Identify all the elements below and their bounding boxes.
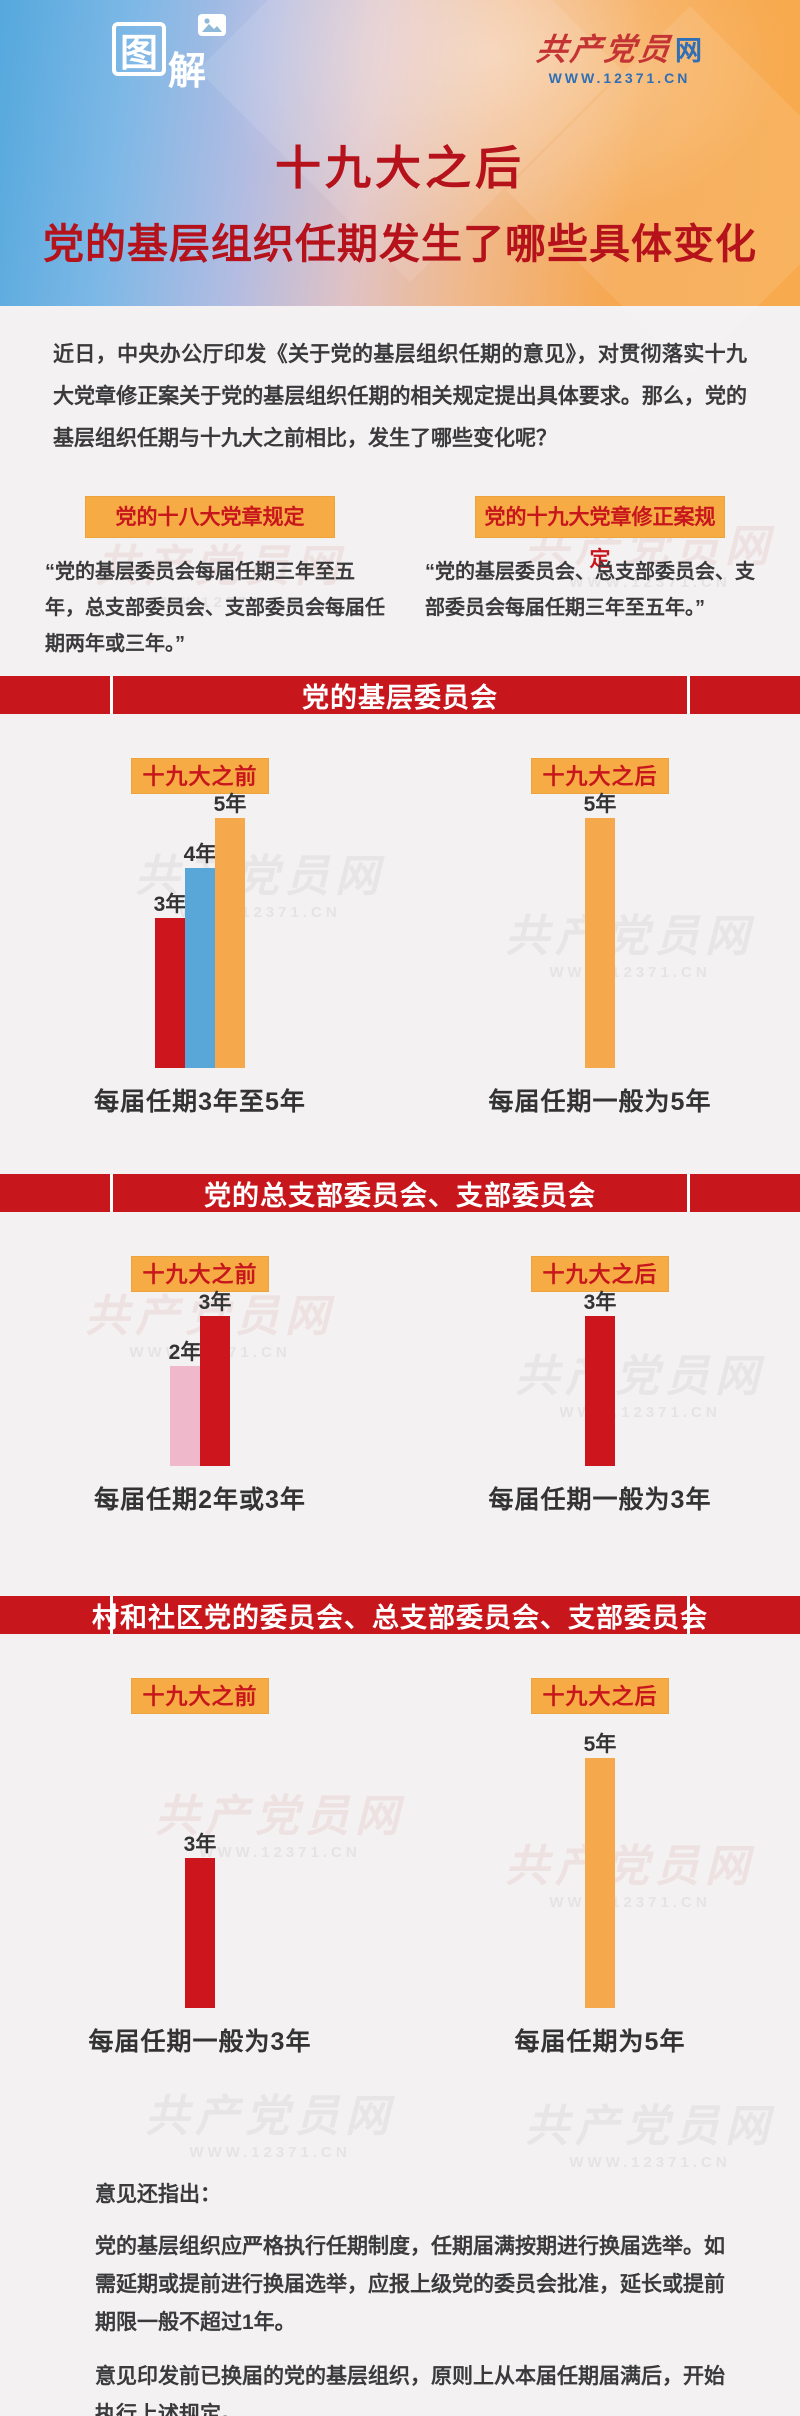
bar-chart-after: 5年 [584, 1733, 616, 2008]
bar-chart-after: 5年 [584, 793, 616, 1068]
chart-caption-after: 每届任期一般为3年 [488, 1486, 712, 1514]
period-label-before: 十九大之前 [131, 1678, 269, 1714]
quote-18th-charter: “党的基层委员会每届任期三年至五年，总支部委员会、支部委员会每届任期两年或三年。… [45, 561, 385, 655]
bar-value-label: 3年 [183, 1833, 217, 1856]
bar-3年: 3年 [584, 1291, 616, 1466]
tag-18th-charter: 党的十八大党章规定 [85, 496, 335, 538]
site-logo-name: 共产党员网 [534, 24, 702, 69]
section-banner: 村和社区党的委员会、总支部委员会、支部委员会 [0, 1596, 800, 1634]
section-grassroots-committee: 党的基层委员会 十九大之前 3年 4年 5年 每届任期3年至5年 十九大之后 5年 … [0, 676, 800, 1118]
bar-5年: 5年 [584, 1733, 616, 2008]
tujie-logo: 图 解 [112, 14, 226, 93]
bar-2年: 2年 [169, 1341, 201, 1466]
watermark: 共产党员网 WWW.12371.CN [145, 2092, 395, 2161]
title-block: 十九大之后 党的基层组织任期发生了哪些具体变化 [0, 0, 800, 270]
bar-value-label: 5年 [583, 793, 617, 816]
chart-caption-after: 每届任期一般为5年 [488, 1088, 712, 1116]
notes-paragraph-1: 党的基层组织应严格执行任期制度，任期届满按期进行换届选举。如需延期或提前进行换届… [95, 2235, 725, 2334]
notes-heading: 意见还指出： [95, 2183, 221, 2206]
section-village-community-committees: 村和社区党的委员会、总支部委员会、支部委员会 十九大之前 3年 每届任期一般为3… [0, 1596, 800, 2058]
chart-caption-before: 每届任期一般为3年 [88, 2028, 312, 2056]
charts-row: 十九大之前 3年 每届任期一般为3年 十九大之后 5年 每届任期为5年 [0, 1634, 800, 2058]
bar-value-label: 2年 [168, 1341, 202, 1364]
bar-3年: 3年 [184, 1833, 216, 2008]
chart-before-panel: 十九大之前 3年 每届任期一般为3年 [0, 1634, 400, 2058]
bar-chart-before: 3年 4年 5年 [154, 793, 246, 1068]
tujie-logo-sub-char: 解 [168, 51, 207, 93]
bar-chart-after: 3年 [584, 1291, 616, 1466]
bar-value-label: 3年 [583, 1291, 617, 1314]
section-banner-title: 党的总支部委员会、支部委员会 [204, 1180, 596, 1211]
bar-5年: 5年 [214, 793, 246, 1068]
quote-19th-charter: “党的基层委员会、总支部委员会、支部委员会每届任期三年至五年。” [425, 561, 755, 619]
tujie-logo-box: 图 [112, 14, 226, 76]
notes-block: 意见还指出： 党的基层组织应严格执行任期制度，任期届满按期进行换届选举。如需延期… [0, 2176, 735, 2416]
page-title-line2: 党的基层组织任期发生了哪些具体变化 [43, 221, 757, 267]
chart-caption-before: 每届任期2年或3年 [94, 1486, 306, 1514]
intro-paragraph: 近日，中央办公厅印发《关于党的基层组织任期的意见》，对贯彻落实十九大党章修正案关… [53, 343, 747, 450]
section-banner: 党的总支部委员会、支部委员会 [0, 1174, 800, 1212]
header-banner: 图 解 共产党员网 WWW.12371.CN 十九大之后 党的基层组织任期发生了… [0, 0, 800, 306]
site-logo: 共产党员网 WWW.12371.CN [534, 24, 702, 86]
charter-quotes-row: “党的基层委员会每届任期三年至五年，总支部委员会、支部委员会每届任期两年或三年。… [0, 554, 800, 662]
bar-3年: 3年 [199, 1291, 231, 1466]
page-title-line1: 十九大之后 [275, 142, 525, 194]
photo-icon [198, 14, 226, 36]
site-logo-net-char: 网 [675, 36, 702, 66]
tujie-logo-main-char: 图 [119, 32, 158, 75]
chart-before-panel: 十九大之前 2年 3年 每届任期2年或3年 [0, 1212, 400, 1516]
bar-chart-before: 2年 3年 [169, 1291, 231, 1466]
chart-caption-after: 每届任期为5年 [514, 2028, 686, 2056]
bar-4年: 4年 [184, 843, 216, 1068]
notes-paragraph-2: 意见印发前已换届的党的基层组织，原则上从本届任期届满后，开始执行上述规定。 [95, 2365, 725, 2416]
chart-caption-before: 每届任期3年至5年 [94, 1088, 306, 1116]
bar-value-label: 4年 [183, 843, 217, 866]
period-label-before: 十九大之前 [131, 758, 269, 794]
bar-3年: 3年 [154, 893, 186, 1068]
chart-after-panel: 十九大之后 5年 每届任期为5年 [400, 1634, 800, 2058]
bar-value-label: 5年 [583, 1733, 617, 1756]
period-label-after: 十九大之后 [531, 758, 669, 794]
site-logo-script: 共产党员 [534, 32, 676, 67]
bar-value-label: 5年 [213, 793, 247, 816]
bar-value-label: 3年 [198, 1291, 232, 1314]
chart-after-panel: 十九大之后 3年 每届任期一般为3年 [400, 1212, 800, 1516]
bar-chart-before: 3年 [184, 1734, 216, 2008]
charts-row: 十九大之前 3年 4年 5年 每届任期3年至5年 十九大之后 5年 每届任期一般为5… [0, 714, 800, 1118]
section-branch-committees: 党的总支部委员会、支部委员会 十九大之前 2年 3年 每届任期2年或3年 十九大之… [0, 1174, 800, 1516]
chart-before-panel: 十九大之前 3年 4年 5年 每届任期3年至5年 [0, 714, 400, 1118]
period-label-before: 十九大之前 [131, 1256, 269, 1292]
section-banner-title: 党的基层委员会 [302, 682, 498, 713]
chart-after-panel: 十九大之后 5年 每届任期一般为5年 [400, 714, 800, 1118]
bar-value-label: 3年 [153, 893, 187, 916]
watermark: 共产党员网 WWW.12371.CN [525, 2102, 775, 2171]
section-banner-title: 村和社区党的委员会、总支部委员会、支部委员会 [92, 1602, 708, 1633]
charts-row: 十九大之前 2年 3年 每届任期2年或3年 十九大之后 3年 每届任期一般为3年 [0, 1212, 800, 1516]
charter-tags-row: 党的十八大党章规定 党的十九大党章修正案规定 [0, 496, 800, 571]
bar-5年: 5年 [584, 793, 616, 1068]
period-label-after: 十九大之后 [531, 1678, 669, 1714]
site-logo-url: WWW.12371.CN [548, 70, 691, 86]
tag-19th-charter: 党的十九大党章修正案规定 [475, 496, 725, 571]
section-banner: 党的基层委员会 [0, 676, 800, 714]
period-label-after: 十九大之后 [531, 1256, 669, 1292]
